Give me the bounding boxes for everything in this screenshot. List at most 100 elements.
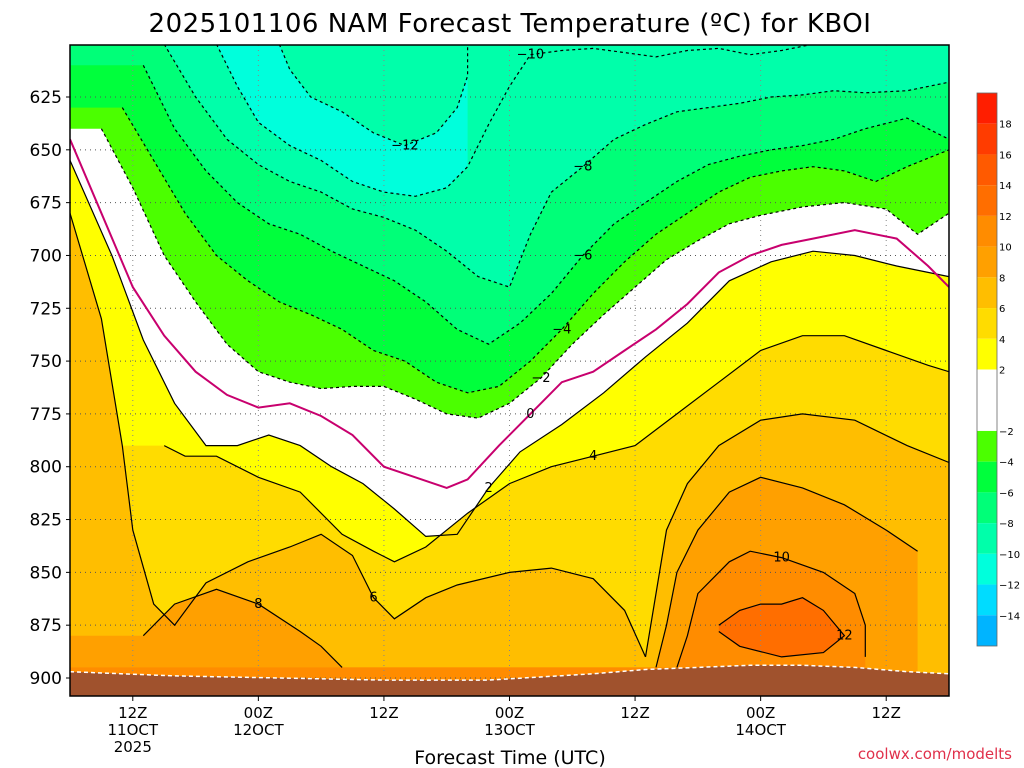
contour-line: [163, 335, 949, 563]
contour-label: 8: [254, 597, 262, 612]
contour-labels: 12 10 8 6 4 2 0 −2 −4 −6 −8 −10 −12: [254, 48, 852, 644]
x-tick-label: 12OCT: [233, 721, 284, 739]
x-tick-label: 12Z: [872, 704, 901, 722]
colorbar-tick-label: 2: [999, 366, 1005, 377]
colorbar-tick-label: −12: [999, 581, 1020, 592]
colorbar-swatch: [977, 123, 997, 155]
x-tick-label: 12Z: [118, 704, 147, 722]
contour-line: [655, 476, 918, 668]
contour-label: 6: [369, 591, 377, 606]
colorbar-swatch: [977, 492, 997, 524]
colorbar-swatch: [977, 338, 997, 370]
x-tick-label: 2025: [114, 738, 152, 756]
colorbar-swatch: [977, 246, 997, 278]
contour-label: −8: [573, 160, 592, 175]
ground-fill: [70, 665, 949, 696]
chart-title: 2025101106 NAM Forecast Temperature (ºC)…: [149, 9, 872, 39]
colorbar-swatch: [977, 215, 997, 247]
y-axis-ticks: 625 650 675 700 725 750 775 800 825 850 875 900: [30, 88, 70, 689]
colorbar-swatch: [977, 553, 997, 585]
colorbar-frame: [976, 92, 998, 647]
contour-line: [278, 45, 469, 147]
contour-line: [121, 107, 949, 394]
y-tick-label: 750: [30, 352, 62, 372]
y-tick-label: 700: [30, 246, 62, 266]
colorbar-tick-label: −8: [999, 519, 1014, 530]
colorbar-swatch: [977, 523, 997, 554]
colorbar-tick-label: 4: [999, 335, 1005, 346]
contour-line: [163, 45, 949, 288]
temperature-band-fill: [70, 213, 646, 696]
contour-line: [216, 45, 813, 197]
x-tick-label: 14OCT: [735, 721, 786, 739]
contour-line: [142, 65, 949, 345]
contour-line: [70, 213, 647, 658]
colorbar-swatch: [977, 154, 997, 186]
x-tick-label: 12Z: [369, 704, 398, 722]
y-tick-label: 825: [30, 511, 62, 531]
y-tick-label: 800: [30, 458, 62, 478]
plot-area: 12 10 8 6 4 2 0 −2 −4 −6 −8 −10 −12: [70, 45, 949, 696]
y-tick-label: 775: [30, 405, 62, 425]
colorbar-tick-label: 16: [999, 150, 1012, 161]
credit-link[interactable]: coolwx.com/modelts: [858, 745, 1012, 763]
y-tick-label: 725: [30, 299, 62, 319]
colorbar-swatch: [977, 369, 997, 431]
y-tick-label: 625: [30, 88, 62, 108]
ground-layer: [70, 664, 949, 696]
colorbar-swatch: [977, 185, 997, 216]
contour-label: −6: [573, 249, 592, 264]
contour-label: −4: [552, 322, 571, 337]
temperature-band-fill: [718, 597, 845, 657]
colorbar-tick-label: −4: [999, 458, 1014, 469]
colorbar-tick-label: 12: [999, 212, 1012, 223]
colorbar-swatch: [977, 461, 997, 493]
x-tick-label: 00Z: [244, 704, 273, 722]
ground-edge: [70, 664, 949, 681]
contour-line: [70, 160, 949, 538]
y-tick-label: 675: [30, 194, 62, 214]
colorbar-tick-label: −14: [999, 611, 1020, 622]
grid-lines: [70, 45, 949, 696]
contour-label: 0: [526, 407, 534, 422]
colorbar-swatch: [977, 277, 997, 309]
colorbar-swatch: [977, 93, 997, 124]
colorbar-swatch: [977, 584, 997, 616]
y-tick-label: 650: [30, 141, 62, 161]
colorbar-tick-label: 18: [999, 120, 1012, 131]
contour-lines: [70, 45, 949, 668]
y-tick-label: 875: [30, 616, 62, 636]
x-axis-label: Forecast Time (UTC): [414, 747, 605, 768]
contour-label: −2: [531, 371, 550, 386]
contour-line: [676, 550, 866, 668]
contour-label: −12: [391, 139, 418, 154]
colorbar-tick-label: 8: [999, 273, 1005, 284]
colorbar-tick-label: 10: [999, 243, 1012, 254]
y-tick-label: 900: [30, 669, 62, 689]
x-tick-label: 11OCT: [108, 721, 159, 739]
colorbar: 18 16 14 12 10 8 6 4 2 −2 −4 −6 −8 −10 −12 −14: [976, 92, 1020, 647]
colorbar-tick-label: −2: [999, 427, 1014, 438]
freezing-contour-line: [70, 138, 949, 489]
y-tick-label: 850: [30, 563, 62, 583]
contour-line: [644, 413, 949, 657]
colorbar-swatch: [977, 430, 997, 462]
contour-label: 12: [836, 629, 853, 644]
colorbar-swatch: [977, 615, 997, 646]
contour-label: 10: [773, 551, 790, 566]
contour-label: −10: [517, 48, 544, 63]
x-tick-label: 12Z: [620, 704, 649, 722]
x-tick-label: 13OCT: [484, 721, 535, 739]
colorbar-swatch: [977, 308, 997, 339]
colorbar-tick-label: 14: [999, 181, 1012, 192]
x-tick-label: 00Z: [746, 704, 775, 722]
contour-label: 2: [484, 481, 492, 496]
contour-line: [718, 597, 846, 658]
contour-label: 4: [589, 449, 597, 464]
x-tick-label: 00Z: [495, 704, 524, 722]
colorbar-tick-label: 6: [999, 304, 1005, 315]
contour-line: [142, 588, 343, 668]
colorbar-tick-label: −6: [999, 488, 1014, 499]
